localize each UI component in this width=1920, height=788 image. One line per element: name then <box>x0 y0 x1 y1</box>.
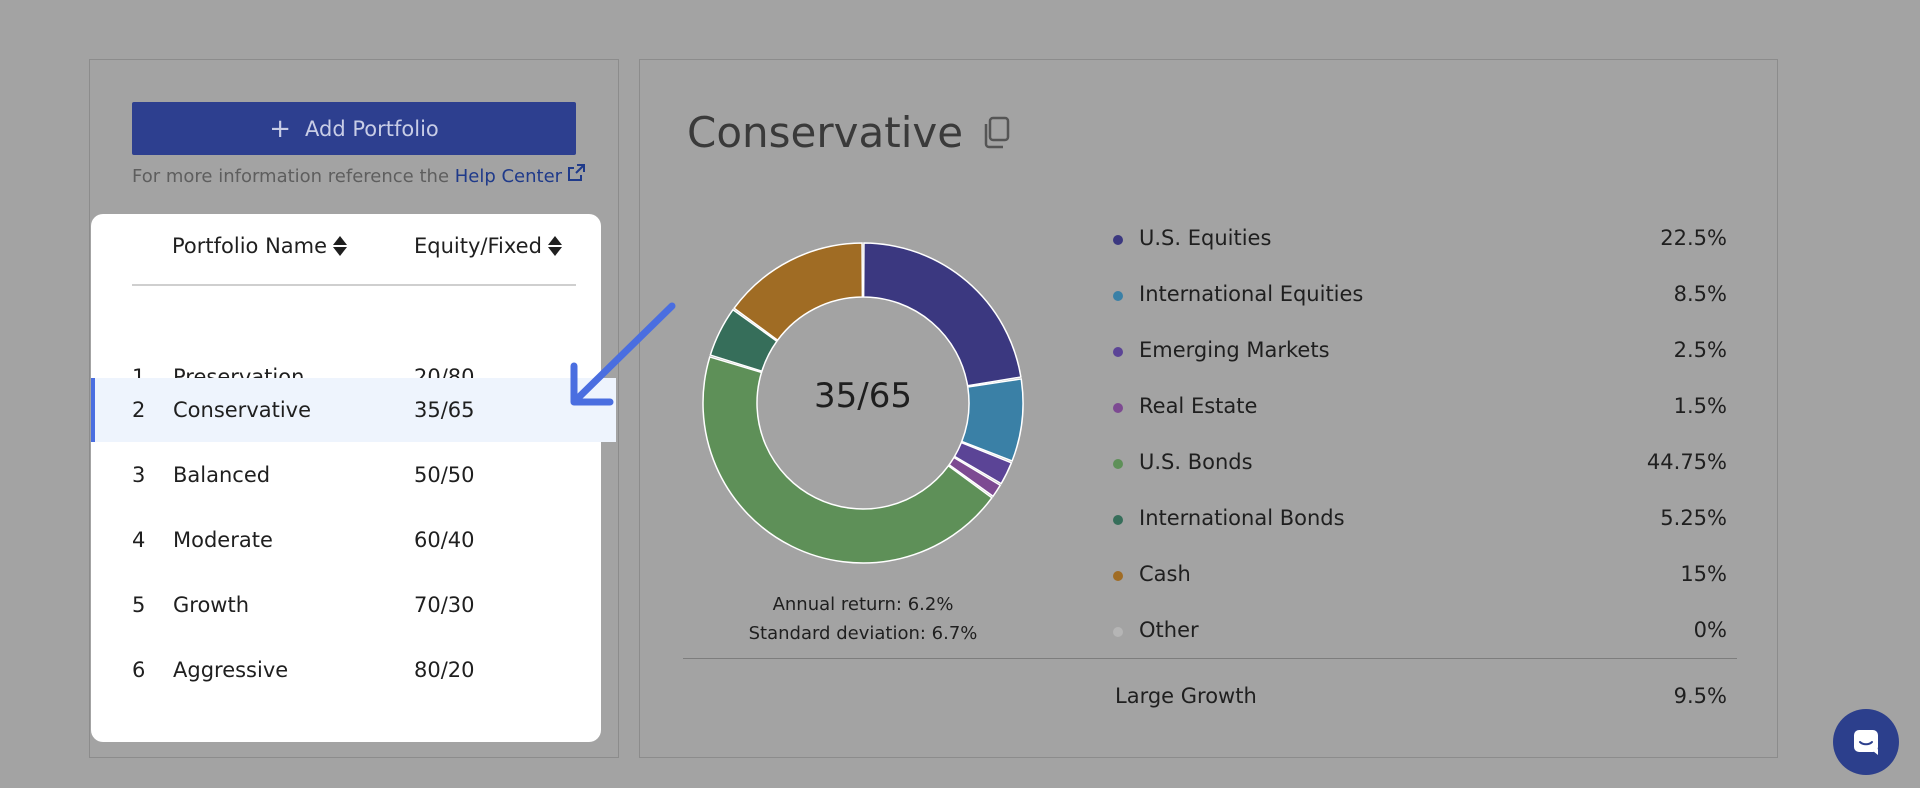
style-row: Large Growth 9.5% <box>1115 684 1727 708</box>
donut-slice <box>960 378 1024 462</box>
portfolio-name: Growth <box>173 593 250 617</box>
legend-item: International Bonds 5.25% <box>1113 500 1727 556</box>
plus-icon: + <box>269 113 292 144</box>
equity-fixed-ratio: 80/20 <box>414 658 475 682</box>
legend-pct: 8.5% <box>1673 282 1727 306</box>
legend-pct: 22.5% <box>1660 226 1727 250</box>
row-number: 2 <box>132 398 146 422</box>
legend-pct: 1.5% <box>1673 394 1727 418</box>
add-portfolio-label: Add Portfolio <box>305 116 439 141</box>
column-header-portfolio-name[interactable]: Portfolio Name <box>172 234 348 258</box>
table-row-selected[interactable]: 2 Conservative 35/65 <box>91 378 616 442</box>
equity-fixed-ratio: 70/30 <box>414 593 475 617</box>
donut-slice <box>733 242 864 342</box>
table-row[interactable]: 5 Growth 70/30 <box>91 573 601 637</box>
legend-item: Real Estate 1.5% <box>1113 388 1727 444</box>
row-number: 6 <box>132 658 146 682</box>
portfolio-name: Moderate <box>173 528 273 552</box>
header-divider <box>132 284 576 286</box>
donut-center-label: 35/65 <box>814 376 912 416</box>
row-number: 3 <box>132 463 146 487</box>
legend-label: International Equities <box>1139 282 1364 306</box>
legend-pct: 15% <box>1680 562 1727 586</box>
legend-item: U.S. Equities 22.5% <box>1113 220 1727 276</box>
legend-label: Other <box>1139 618 1199 642</box>
table-row[interactable]: 4 Moderate 60/40 <box>91 508 601 572</box>
legend-item: Other 0% <box>1113 612 1727 668</box>
style-pct: 9.5% <box>1673 684 1727 708</box>
row-number: 5 <box>132 593 146 617</box>
legend-dot <box>1113 235 1123 245</box>
legend-pct: 0% <box>1693 618 1727 642</box>
donut-slice <box>948 456 1002 498</box>
legend-item: U.S. Bonds 44.75% <box>1113 444 1727 500</box>
legend-dot <box>1113 459 1123 469</box>
legend-item: International Equities 8.5% <box>1113 276 1727 332</box>
equity-fixed-ratio: 35/65 <box>414 398 475 422</box>
legend-dot <box>1113 515 1123 525</box>
donut-slice <box>702 355 993 564</box>
legend-label: U.S. Bonds <box>1139 450 1253 474</box>
legend-dot <box>1113 403 1123 413</box>
donut-slice <box>862 242 1022 387</box>
equity-fixed-ratio: 60/40 <box>414 528 475 552</box>
table-row[interactable]: 3 Balanced 50/50 <box>91 443 601 507</box>
legend-pct: 44.75% <box>1646 450 1727 474</box>
legend-label: Emerging Markets <box>1139 338 1330 362</box>
portfolio-table: Portfolio Name Equity/Fixed 1 Preservati… <box>91 214 616 742</box>
allocation-legend: U.S. Equities 22.5% International Equities… <box>1113 220 1727 668</box>
equity-fixed-header-label: Equity/Fixed <box>414 234 542 258</box>
legend-item: Emerging Markets 2.5% <box>1113 332 1727 388</box>
standard-deviation: Standard deviation: 6.7% <box>748 623 978 644</box>
chat-icon <box>1854 730 1878 755</box>
sort-icon[interactable] <box>333 235 348 257</box>
donut-slice <box>953 441 1013 485</box>
column-header-equity-fixed[interactable]: Equity/Fixed <box>414 234 562 258</box>
chat-button[interactable] <box>1833 709 1899 775</box>
portfolio-title-text: Conservative <box>687 108 964 157</box>
pointer-arrow-icon <box>570 302 676 406</box>
legend-item: Cash 15% <box>1113 556 1727 612</box>
copy-icon[interactable] <box>981 116 1011 150</box>
portfolio-name: Aggressive <box>173 658 289 682</box>
external-link-icon[interactable] <box>566 163 586 183</box>
legend-label: U.S. Equities <box>1139 226 1272 250</box>
annual-return: Annual return: 6.2% <box>772 594 954 615</box>
legend-label: International Bonds <box>1139 506 1345 530</box>
portfolio-name: Balanced <box>173 463 271 487</box>
legend-label: Real Estate <box>1139 394 1258 418</box>
portfolio-name-header-label: Portfolio Name <box>172 234 328 258</box>
legend-dot <box>1113 291 1123 301</box>
legend-pct: 2.5% <box>1673 338 1727 362</box>
allocation-donut-chart <box>702 242 1024 564</box>
help-center-link[interactable]: Help Center <box>454 166 563 187</box>
equity-fixed-ratio: 50/50 <box>414 463 475 487</box>
donut-slice <box>709 308 778 373</box>
legend-dot <box>1113 627 1123 637</box>
portfolio-stats: Annual return: 6.2% Standard deviation: … <box>700 590 1026 648</box>
add-portfolio-button[interactable]: + Add Portfolio <box>132 102 576 155</box>
legend-divider <box>683 658 1737 659</box>
sort-icon[interactable] <box>547 235 562 257</box>
portfolio-detail-card <box>639 59 1778 758</box>
portfolio-title: Conservative <box>687 108 1011 157</box>
legend-label: Cash <box>1139 562 1191 586</box>
help-text: For more information reference the Help … <box>132 163 586 187</box>
portfolio-name: Conservative <box>173 398 312 422</box>
table-row[interactable]: 6 Aggressive 80/20 <box>91 638 601 702</box>
row-number: 4 <box>132 528 146 552</box>
legend-dot <box>1113 571 1123 581</box>
style-label: Large Growth <box>1115 684 1257 708</box>
legend-pct: 5.25% <box>1660 506 1727 530</box>
legend-dot <box>1113 347 1123 357</box>
help-prefix: For more information reference the <box>132 166 455 187</box>
